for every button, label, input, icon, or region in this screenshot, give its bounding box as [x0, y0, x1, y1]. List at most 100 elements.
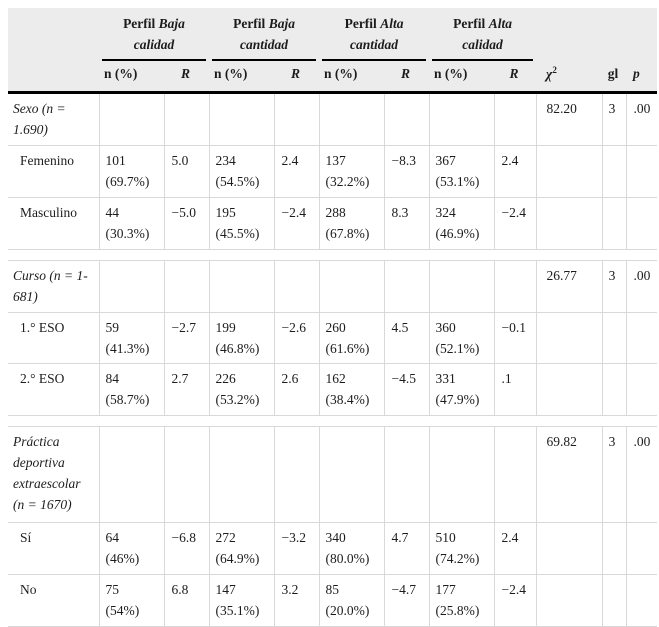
n-count: 360	[435, 319, 456, 335]
empty-cell	[98, 426, 164, 523]
residual-cell: .1	[493, 363, 537, 416]
n-count: 44	[105, 204, 120, 220]
residual-cell: −2.6	[273, 311, 320, 364]
row-label: Curso (n = 1-681)	[8, 259, 99, 313]
row-label: Masculino	[8, 196, 99, 250]
empty-cell	[535, 311, 603, 364]
empty-cell	[318, 92, 385, 146]
empty-cell	[428, 92, 495, 146]
statistics-table: Perfil Baja calidad Perfil Baja cantidad…	[8, 8, 658, 627]
empty-cell	[208, 426, 275, 523]
n-count: 75	[105, 581, 120, 597]
empty-cell	[318, 259, 385, 313]
data-row-primero-eso: 1.° ESO 59 (41.3%) −2.7 199 (46.8%) −2.6 2…	[8, 311, 658, 364]
n-pct-cell: 59 (41.3%)	[98, 311, 164, 364]
empty-cell	[535, 573, 603, 627]
residual-cell: 8.3	[383, 196, 430, 250]
subheader-r-label: R	[291, 66, 301, 82]
empty-cell	[428, 426, 495, 523]
section-row-practica-deportiva: Práctica deportiva extraescolar (n = 167…	[8, 426, 658, 523]
n-pct-cell: 101 (69.7%)	[98, 145, 164, 198]
spacer-row	[8, 415, 658, 427]
n-count: 367	[435, 153, 456, 169]
n-pct-cell: 324 (46.9%)	[428, 196, 495, 250]
n-pct-cell: 147 (35.1%)	[208, 573, 275, 627]
section-row-curso: Curso (n = 1-681) 26.77 3 .00	[8, 259, 658, 313]
n-pct-cell: 340 (80.0%)	[318, 522, 385, 575]
empty-cell	[318, 426, 385, 523]
empty-cell	[98, 92, 164, 146]
group-prefix: Perfil	[123, 16, 156, 31]
n-count: 101	[105, 153, 126, 169]
empty-cell	[383, 92, 430, 146]
empty-cell	[273, 259, 320, 313]
n-pct-cell: 84 (58.7%)	[98, 363, 164, 416]
n-percent: (52.1%)	[435, 340, 480, 356]
chi-exponent: 2	[552, 64, 557, 75]
row-label: No	[8, 573, 99, 627]
n-percent: (38.4%)	[325, 392, 370, 408]
n-count: 137	[325, 153, 346, 169]
residual-cell: 2.4	[493, 522, 537, 575]
n-percent: (54%)	[105, 602, 140, 618]
n-percent: (20.0%)	[325, 602, 370, 618]
empty-cell	[535, 522, 603, 575]
n-percent: (35.1%)	[215, 602, 260, 618]
spacer-row	[8, 248, 658, 261]
empty-cell	[625, 573, 658, 627]
n-percent: (46%)	[105, 550, 140, 566]
subheader-n-pct: n (%)	[319, 60, 385, 95]
residual-cell: −2.4	[273, 196, 320, 250]
residual-cell: −2.7	[163, 311, 210, 364]
n-pct-cell: 64 (46%)	[98, 522, 164, 575]
spacer-cell	[8, 248, 658, 261]
empty-cell	[493, 259, 537, 313]
empty-cell	[601, 145, 627, 198]
p-header: p	[626, 60, 658, 95]
data-row-si: Sí 64 (46%) −6.8 272 (64.9%) −3.2 340 (80.0…	[8, 522, 658, 575]
empty-cell	[383, 259, 430, 313]
subheader-r-label: R	[509, 66, 519, 82]
n-percent: (69.7%)	[105, 174, 150, 190]
n-count: 226	[215, 371, 236, 387]
residual-cell: −2.4	[493, 196, 537, 250]
n-percent: (53.1%)	[435, 174, 480, 190]
n-count: 59	[105, 319, 120, 335]
p-value: .00	[625, 426, 658, 523]
empty-cell	[383, 426, 430, 523]
n-pct-cell: 367 (53.1%)	[428, 145, 495, 198]
residual-cell: −2.4	[493, 573, 537, 627]
n-pct-cell: 85 (20.0%)	[318, 573, 385, 627]
n-count: 177	[435, 581, 456, 597]
row-label: Sexo (n = 1.690)	[8, 92, 99, 146]
empty-cell	[428, 259, 495, 313]
n-pct-cell: 331 (47.9%)	[428, 363, 495, 416]
group-header-baja-calidad: Perfil Baja calidad	[99, 8, 210, 61]
n-pct-cell: 195 (45.5%)	[208, 196, 275, 250]
n-count: 85	[325, 581, 340, 597]
empty-cell	[625, 363, 658, 416]
subheader-n-pct: n (%)	[99, 60, 164, 95]
n-percent: (46.8%)	[215, 340, 260, 356]
n-count: 162	[325, 371, 346, 387]
n-percent: (47.9%)	[435, 392, 480, 408]
n-count: 195	[215, 204, 236, 220]
section-label: Sexo (n = 1.690)	[13, 101, 66, 138]
n-count: 199	[215, 319, 236, 335]
group-prefix: Perfil	[233, 16, 266, 31]
row-label: Sí	[8, 522, 99, 575]
section-label: Curso (n = 1-681)	[13, 267, 88, 304]
subheader-r: R	[384, 60, 430, 95]
empty-cell	[601, 522, 627, 575]
group-header-row: Perfil Baja calidad Perfil Baja cantidad…	[8, 8, 658, 61]
p-value: .00	[625, 259, 658, 313]
residual-cell: −3.2	[273, 522, 320, 575]
row-label-header-blank	[8, 8, 99, 61]
empty-cell	[625, 311, 658, 364]
residual-cell: 2.4	[493, 145, 537, 198]
group-header-label: Perfil Alta calidad	[432, 13, 534, 61]
empty-cell	[535, 145, 603, 198]
n-count: 510	[435, 530, 456, 546]
empty-cell	[208, 92, 275, 146]
empty-cell	[163, 92, 210, 146]
